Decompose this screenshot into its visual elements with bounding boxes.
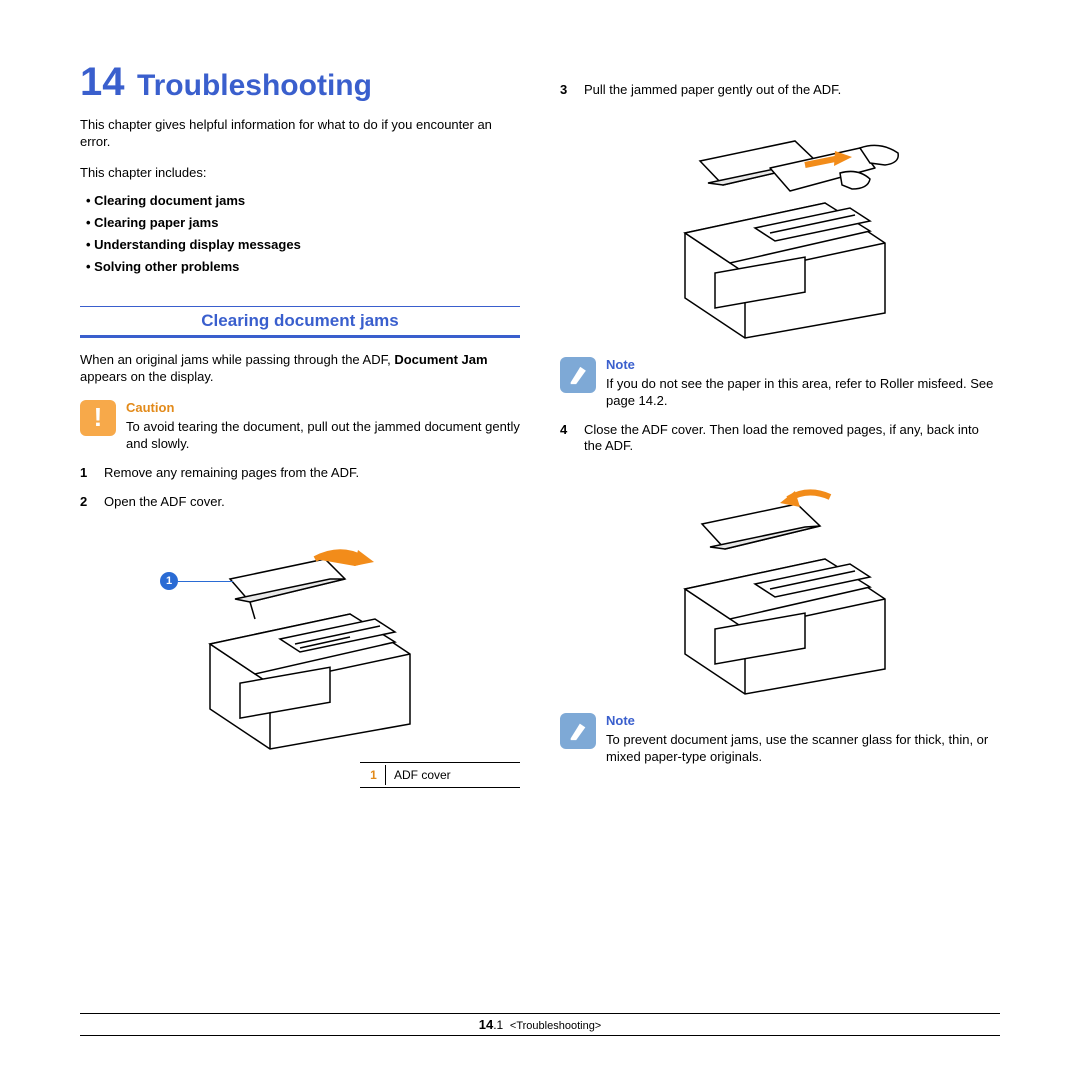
step-text: Open the ADF cover. — [104, 494, 225, 511]
printer-illustration — [150, 524, 450, 754]
note-callout: Note If you do not see the paper in this… — [560, 357, 1000, 410]
intro-text: This chapter gives helpful information f… — [80, 117, 520, 151]
section-intro: When an original jams while passing thro… — [80, 352, 520, 386]
note-text: If you do not see the paper in this area… — [606, 376, 1000, 410]
toc-item: Clearing paper jams — [86, 212, 520, 234]
note-icon — [560, 357, 596, 393]
toc-item: Understanding display messages — [86, 234, 520, 256]
printer-illustration — [630, 469, 930, 699]
bold-text: Document Jam — [394, 352, 487, 367]
step-text: Remove any remaining pages from the ADF. — [104, 465, 359, 482]
step-number: 3 — [560, 82, 584, 99]
figure-callout-line — [178, 581, 233, 582]
step-number: 2 — [80, 494, 104, 511]
toc-item: Clearing document jams — [86, 190, 520, 212]
step-text: Pull the jammed paper gently out of the … — [584, 82, 841, 99]
footer-page: 14 — [479, 1017, 493, 1032]
step-text: Close the ADF cover. Then load the remov… — [584, 422, 1000, 456]
footer-label: <Troubleshooting> — [510, 1020, 601, 1032]
figure-label-text: ADF cover — [388, 765, 518, 785]
text: appears on the display. — [80, 369, 213, 384]
figure-close-adf — [630, 469, 930, 699]
footer-sub: .1 — [493, 1018, 503, 1032]
text: When an original jams while passing thro… — [80, 352, 394, 367]
step: 4 Close the ADF cover. Then load the rem… — [560, 422, 1000, 456]
step: 2 Open the ADF cover. — [80, 494, 520, 511]
step: 1 Remove any remaining pages from the AD… — [80, 465, 520, 482]
caution-icon: ! — [80, 400, 116, 436]
step-number: 1 — [80, 465, 104, 482]
chapter-toc: Clearing document jams Clearing paper ja… — [80, 190, 520, 278]
note-callout: Note To prevent document jams, use the s… — [560, 713, 1000, 766]
section-header: Clearing document jams — [80, 306, 520, 338]
note-text: To prevent document jams, use the scanne… — [606, 732, 1000, 766]
note-label: Note — [606, 357, 1000, 374]
step: 3 Pull the jammed paper gently out of th… — [560, 82, 1000, 99]
note-label: Note — [606, 713, 1000, 730]
page-footer: 14.1 <Troubleshooting> — [80, 1013, 1000, 1036]
note-icon — [560, 713, 596, 749]
chapter-heading: 14 Troubleshooting — [80, 60, 520, 105]
figure-label-table: 1 ADF cover — [360, 762, 520, 788]
figure-pull-paper — [630, 113, 930, 343]
figure-open-adf: 1 — [150, 524, 450, 754]
step-number: 4 — [560, 422, 584, 456]
caution-callout: ! Caution To avoid tearing the document,… — [80, 400, 520, 453]
toc-item: Solving other problems — [86, 256, 520, 278]
caution-text: To avoid tearing the document, pull out … — [126, 419, 520, 453]
includes-label: This chapter includes: — [80, 165, 520, 180]
printer-illustration — [630, 113, 930, 343]
caution-label: Caution — [126, 400, 520, 417]
chapter-title: Troubleshooting — [137, 69, 372, 102]
chapter-number: 14 — [80, 60, 125, 104]
figure-label-num: 1 — [362, 765, 386, 785]
